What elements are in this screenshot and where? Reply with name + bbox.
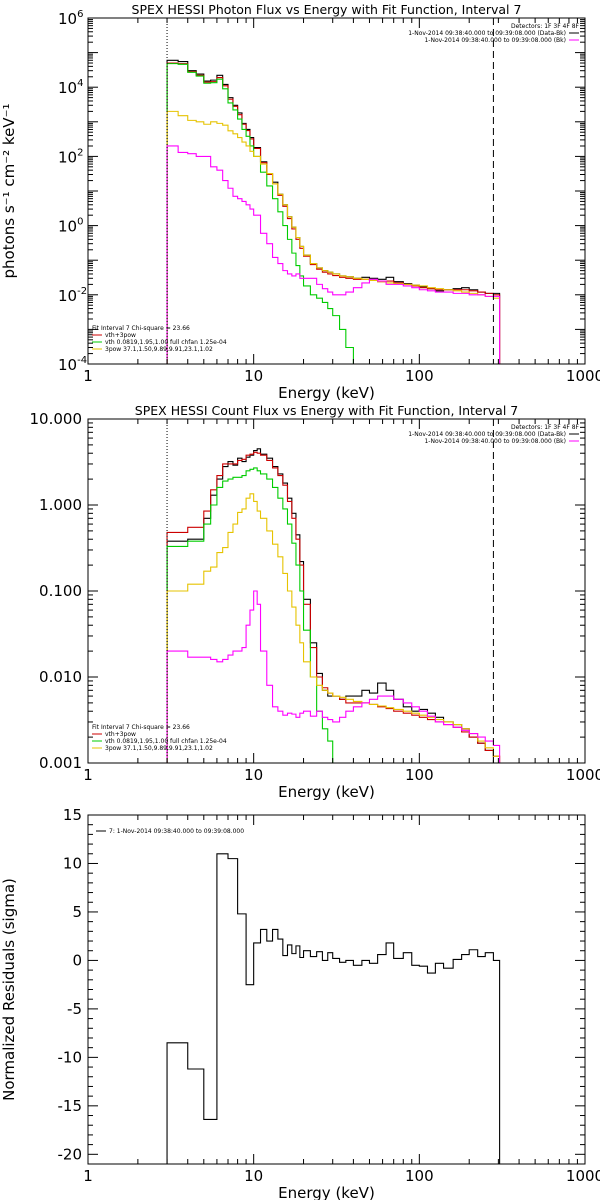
series-line-3	[167, 468, 339, 763]
x-tick-label: 1	[83, 766, 93, 784]
legend-entry: Fit Interval 7 Chi-square = 23.66	[92, 724, 190, 731]
legend-entry: vth+3pow	[105, 332, 136, 339]
series-group	[167, 449, 500, 763]
series-line-3	[167, 64, 368, 364]
plot-frame	[88, 419, 585, 763]
series-line-1	[167, 854, 500, 1164]
y-tick-label: 0.010	[39, 668, 82, 686]
series-line-4	[167, 494, 500, 763]
y-tick-label: -5	[67, 1000, 82, 1018]
x-tick-label: 100	[405, 766, 434, 784]
legend-entry: vth 0.0819,1.95,1.00 full chfan 1.25e-04	[105, 339, 227, 346]
y-tick-label: 10.000	[30, 410, 83, 428]
y-axis-label: Normalized Residuals (sigma)	[0, 878, 18, 1101]
y-tick-label: 104	[58, 78, 83, 97]
series-group	[167, 854, 500, 1164]
series-line-5	[167, 146, 500, 364]
legend-entry: 1-Nov-2014 09:38:40.000 to 09:39:08.000 …	[424, 37, 566, 44]
y-tick-label: 0.100	[39, 582, 82, 600]
legend-entry: Fit Interval 7 Chi-square = 23.66	[92, 325, 190, 332]
y-tick-label: 10	[63, 854, 82, 872]
legend-entry: 7: 1-Nov-2014 09:38:40.000 to 09:39:08.0…	[109, 828, 244, 835]
chart-panel-3: 1 10 100 1000 -20 -15 -10 -5 0 5 10 15 Energy (keV) N…	[0, 806, 600, 1200]
x-tick-label: 10	[244, 766, 263, 784]
legend-entry: 1-Nov-2014 09:38:40.000 to 09:39:08.000 …	[424, 438, 566, 445]
y-tick-label: 0.001	[39, 754, 82, 772]
legend-entry: 3pow 37.1,1.50,9.89,9.91,23.1,1.02	[105, 346, 213, 353]
y-tick-label: -15	[58, 1097, 83, 1115]
x-tick-label: 1000	[566, 1167, 600, 1185]
series-line-1	[167, 60, 500, 364]
x-tick-label: 1000	[566, 367, 600, 385]
series-group	[167, 60, 500, 364]
chart-title: SPEX HESSI Count Flux vs Energy with Fit…	[135, 403, 518, 418]
y-tick-label: 1.000	[39, 496, 82, 514]
y-axis-label: photons s⁻¹ cm⁻² keV⁻¹	[0, 104, 18, 279]
plot-frame	[88, 815, 585, 1164]
y-tick-label: 100	[58, 217, 83, 236]
legend-entry: vth 0.0819,1.95,1.00 full chfan 1.25e-04	[105, 738, 227, 745]
y-tick-label: -10	[58, 1048, 83, 1066]
y-tick-label: 0	[72, 951, 82, 969]
x-tick-label: 1000	[566, 766, 600, 784]
chart-title: SPEX HESSI Photon Flux vs Energy with Fi…	[132, 2, 522, 17]
series-line-2	[167, 63, 500, 364]
legend-entry: 1-Nov-2014 09:38:40.000 to 09:39:08.000 …	[408, 431, 566, 438]
x-tick-label: 1	[83, 367, 93, 385]
x-tick-label: 10	[244, 1167, 263, 1185]
legend-entry: vth+3pow	[105, 731, 136, 738]
legend-entry: 3pow 37.1,1.50,9.89,9.91,23.1,1.02	[105, 745, 213, 752]
legend-entry: Detectors: 1F 3F 4F 8F	[511, 23, 580, 30]
x-axis-label: Energy (keV)	[278, 384, 375, 402]
y-tick-label: 10-2	[58, 286, 87, 305]
y-tick-label: 15	[63, 806, 82, 824]
y-tick-label: -20	[58, 1145, 83, 1163]
y-tick-label: 106	[58, 9, 83, 28]
x-axis-label: Energy (keV)	[278, 1184, 375, 1200]
x-axis-label: Energy (keV)	[278, 783, 375, 801]
x-tick-label: 100	[405, 367, 434, 385]
x-tick-label: 1	[83, 1167, 93, 1185]
legend-entry: Detectors: 1F 3F 4F 8F	[511, 424, 580, 431]
chart-panel-2: 1 10 100 1000 0.001 0.010 0.100 1.000 10.000 SPEX…	[30, 403, 600, 801]
y-tick-label: 5	[72, 903, 82, 921]
series-line-4	[167, 111, 500, 364]
plot-frame	[88, 18, 585, 364]
legend-entry: 1-Nov-2014 09:38:40.000 to 09:39:08.000 …	[408, 30, 566, 37]
x-tick-label: 10	[244, 367, 263, 385]
y-tick-label: 102	[58, 147, 83, 166]
x-tick-label: 100	[405, 1167, 434, 1185]
